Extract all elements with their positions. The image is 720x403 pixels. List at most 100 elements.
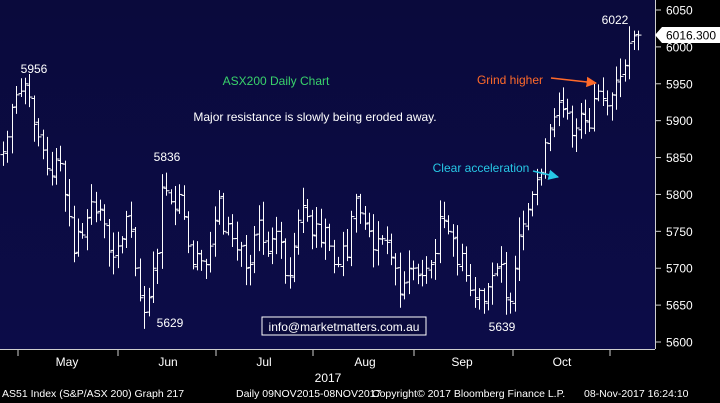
ohlc-bar — [551, 108, 558, 138]
ohlc-bar — [564, 98, 571, 120]
ohlc-bar — [335, 256, 342, 268]
grind-higher-label: Grind higher — [477, 73, 543, 87]
ohlc-bar — [57, 145, 64, 172]
ohlc-bar — [573, 118, 580, 152]
ohlc-bar — [137, 258, 144, 302]
clear-acceleration-arrow — [532, 169, 560, 180]
ohlc-bar — [481, 288, 488, 314]
ohlc-bar — [159, 174, 166, 269]
ohlc-bar — [613, 66, 620, 110]
ohlc-bar — [13, 85, 20, 114]
footer-range: Daily 09NOV2015-08NOV2017 — [236, 388, 382, 400]
ohlc-bar — [516, 217, 523, 281]
ohlc-bar — [384, 226, 391, 255]
ohlc-bar — [265, 231, 272, 257]
ohlc-bar — [66, 179, 73, 227]
ohlc-bar — [101, 204, 108, 239]
ohlc-bar — [35, 118, 42, 147]
y-tick-label: 5600 — [666, 336, 693, 350]
ohlc-bar — [106, 218, 113, 267]
ohlc-bar — [617, 58, 624, 98]
ohlc-bar — [631, 30, 638, 51]
x-month-label: Jul — [256, 355, 271, 369]
price-label-5956: 5956 — [21, 62, 48, 76]
ohlc-bar — [622, 59, 629, 82]
ohlc-bar — [582, 99, 589, 135]
ohlc-bar — [556, 92, 563, 127]
ohlc-bar — [62, 160, 69, 212]
ohlc-bar — [128, 201, 135, 238]
y-tick-label: 5700 — [666, 262, 693, 276]
x-month-label: Jun — [158, 355, 177, 369]
ohlc-bar — [401, 271, 408, 300]
footer-timestamp: 08-Nov-2017 16:24:10 — [584, 388, 689, 400]
y-tick-label: 6050 — [666, 4, 693, 18]
ohlc-bar — [110, 232, 117, 275]
ohlc-bar — [278, 221, 285, 259]
ohlc-bar — [512, 255, 519, 312]
ohlc-bar — [498, 246, 505, 283]
y-tick-label: 5650 — [666, 299, 693, 313]
ohlc-bar — [318, 208, 325, 248]
ohlc-bar — [503, 251, 510, 315]
ohlc-bar — [260, 201, 267, 255]
ohlc-bar — [406, 250, 413, 295]
ohlc-bar — [635, 30, 642, 51]
bloomberg-footer: AS51 Index (S&P/ASX 200) Graph 217 Daily… — [0, 386, 720, 403]
ohlc-bar — [22, 77, 29, 105]
price-label-5629: 5629 — [157, 316, 184, 330]
ohlc-bar — [392, 253, 399, 286]
ohlc-bar — [79, 223, 86, 239]
last-price-tag: 6016.300 — [655, 27, 720, 43]
plot-background — [0, 0, 655, 349]
ohlc-bar — [494, 263, 501, 277]
chart-title-annotation: ASX200 Daily Chart — [223, 74, 330, 88]
ohlc-bar — [0, 141, 7, 166]
x-axis-ticks: May Jun Jul Aug Sep Oct — [17, 349, 611, 369]
svg-text:info@marketmatters.com.au: info@marketmatters.com.au — [269, 320, 420, 334]
ohlc-bar — [31, 95, 38, 142]
ohlc-bar — [93, 191, 100, 223]
svg-text:6016.300: 6016.300 — [666, 29, 716, 43]
ohlc-bar — [119, 236, 126, 254]
ohlc-bar — [243, 235, 250, 286]
ohlc-bar — [626, 26, 633, 80]
y-tick-label: 5750 — [666, 225, 693, 239]
ohlc-bar — [71, 205, 78, 263]
ohlc-bar — [388, 233, 395, 266]
ohlc-bar — [295, 209, 302, 255]
price-label-5639: 5639 — [489, 320, 516, 334]
ohlc-bar — [154, 248, 161, 285]
ohlc-bar — [207, 231, 214, 273]
ohlc-bar — [146, 287, 153, 317]
ohlc-bar — [26, 73, 33, 108]
ohlc-bar — [441, 201, 448, 229]
footer-security: AS51 Index (S&P/ASX 200) Graph 217 — [2, 388, 185, 400]
ohlc-bar — [366, 212, 373, 238]
ohlc-bar — [560, 87, 567, 118]
ohlc-bar — [437, 200, 444, 264]
ohlc-bar — [353, 193, 360, 233]
ohlc-bar — [287, 257, 294, 289]
watermark-box: info@marketmatters.com.au — [261, 316, 427, 336]
y-axis-ticks: 5600 5650 5700 5750 5800 5850 5900 5950 6000 6050 — [655, 4, 693, 350]
ohlc-bar — [428, 260, 435, 279]
ohlc-bar — [600, 77, 607, 106]
ohlc-bar — [238, 241, 245, 267]
ohlc-bar — [534, 168, 541, 206]
ohlc-bar — [220, 192, 227, 235]
y-tick-label: 5800 — [666, 188, 693, 202]
ohlc-bar — [212, 206, 219, 257]
ohlc-bar — [176, 184, 183, 214]
ohlc-bar — [472, 277, 479, 308]
ohlc-bar — [348, 210, 355, 267]
footer-copyright: Copyright© 2017 Bloomberg Finance L.P. — [372, 388, 566, 400]
y-tick-label: 5850 — [666, 151, 693, 165]
ohlc-bar — [362, 206, 369, 230]
ohlc-bar — [123, 210, 130, 248]
ohlc-bar — [357, 193, 364, 224]
ohlc-bar — [370, 214, 377, 268]
ohlc-bar — [181, 185, 188, 220]
y-tick-label: 5900 — [666, 114, 693, 128]
price-label-6022: 6022 — [602, 13, 629, 27]
